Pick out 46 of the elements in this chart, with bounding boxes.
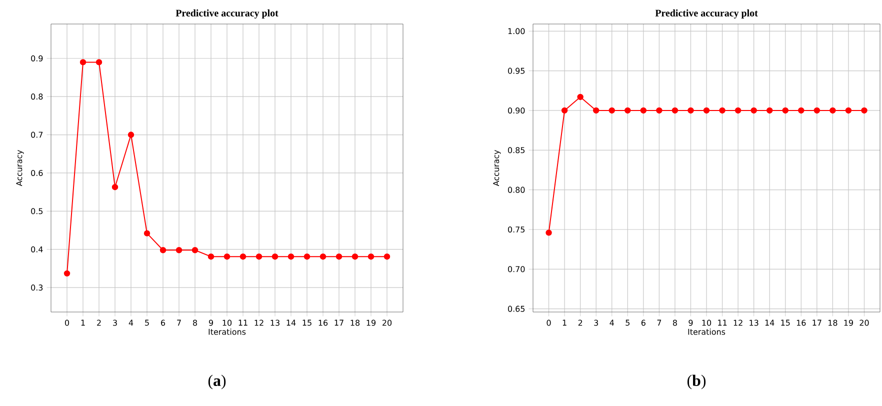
text: (a)	[208, 374, 226, 390]
chart-title: Predictive accuracy plot	[655, 9, 758, 19]
point	[656, 107, 662, 114]
text: (b)	[687, 374, 706, 390]
point	[672, 107, 678, 114]
point	[208, 254, 214, 260]
point	[577, 94, 584, 100]
point	[240, 254, 246, 260]
point	[64, 270, 70, 277]
point	[144, 230, 150, 236]
point	[352, 254, 358, 260]
point	[830, 107, 836, 114]
point	[608, 107, 615, 114]
point	[640, 107, 647, 114]
point	[546, 230, 552, 236]
point	[256, 254, 262, 260]
point	[320, 254, 326, 260]
point	[750, 107, 757, 114]
point	[80, 59, 86, 66]
point	[112, 184, 118, 190]
point	[703, 107, 710, 114]
point	[128, 132, 134, 138]
point	[304, 254, 310, 260]
point	[734, 107, 742, 114]
point	[336, 254, 342, 260]
point	[798, 107, 804, 114]
point	[624, 107, 631, 114]
point	[766, 107, 773, 114]
point	[288, 254, 294, 260]
point	[861, 107, 868, 114]
point	[688, 107, 694, 114]
point	[561, 107, 568, 114]
point	[96, 59, 102, 66]
point	[593, 107, 600, 114]
point	[782, 107, 788, 114]
chart-title: Predictive accuracy plot	[176, 9, 278, 19]
point	[384, 254, 390, 260]
point	[272, 254, 278, 260]
point	[719, 107, 726, 114]
point	[176, 247, 182, 254]
point	[845, 107, 852, 114]
point	[160, 247, 166, 254]
point	[368, 254, 374, 260]
point	[814, 107, 820, 114]
point	[224, 254, 230, 260]
point	[192, 247, 198, 254]
